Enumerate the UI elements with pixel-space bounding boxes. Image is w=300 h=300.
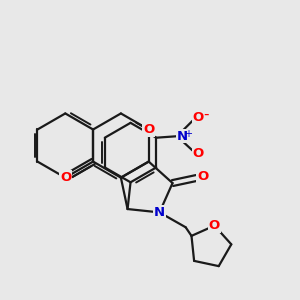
Text: O: O — [143, 123, 154, 136]
Text: O: O — [197, 170, 208, 183]
Text: O: O — [193, 147, 204, 160]
Text: N: N — [154, 206, 165, 219]
Text: N: N — [177, 130, 188, 143]
Text: O: O — [209, 219, 220, 232]
Text: O: O — [60, 171, 71, 184]
Text: O: O — [193, 111, 204, 124]
Text: +: + — [184, 129, 192, 139]
Text: -: - — [203, 107, 209, 122]
